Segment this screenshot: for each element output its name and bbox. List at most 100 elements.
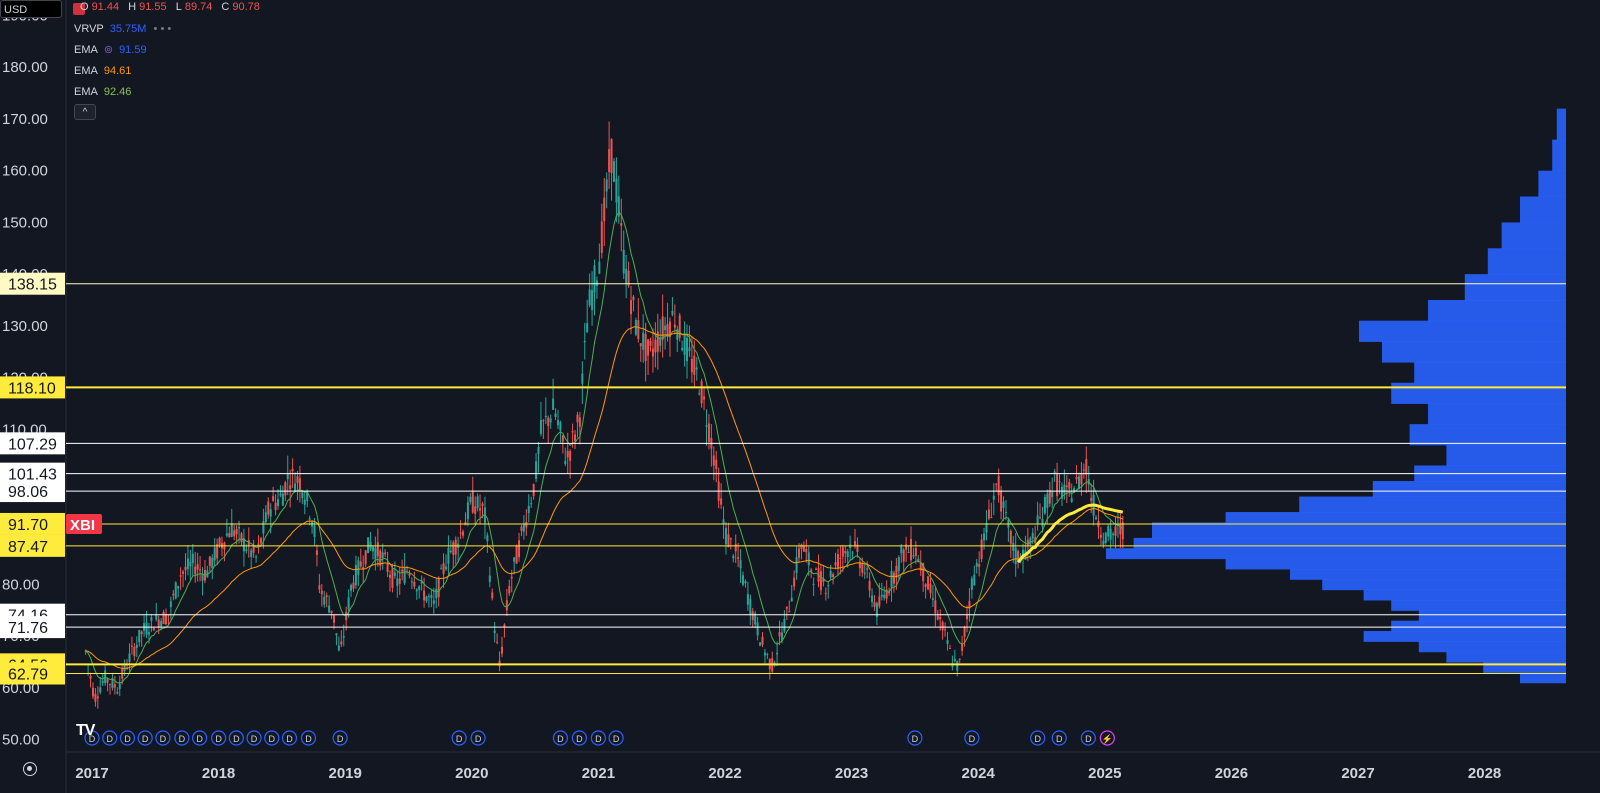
candle-body <box>150 617 153 621</box>
candle-body <box>474 506 477 514</box>
dividend-marker-icon[interactable] <box>1051 730 1067 746</box>
candle-body <box>1099 534 1102 538</box>
x-tick-label: 2024 <box>962 765 996 782</box>
candle-body <box>94 693 97 702</box>
x-tick-label: 2017 <box>75 765 108 782</box>
dividend-marker-label: D <box>124 734 131 744</box>
candle-body <box>953 658 956 661</box>
legend-ema-3[interactable]: EMA 92.46 <box>74 86 132 98</box>
dividend-marker-icon[interactable] <box>211 730 227 746</box>
dividend-marker-icon[interactable] <box>155 730 171 746</box>
candle-body <box>1119 524 1122 535</box>
dividend-marker-icon[interactable] <box>137 730 153 746</box>
dividend-marker-icon[interactable] <box>228 730 244 746</box>
candle-body <box>651 348 654 357</box>
candle-body <box>552 398 555 410</box>
candle-body <box>466 502 469 520</box>
candle-body <box>135 644 138 648</box>
dividend-marker-icon[interactable] <box>174 730 190 746</box>
candle-body <box>819 571 822 591</box>
candle-body <box>233 530 236 537</box>
candle-body <box>941 621 944 631</box>
dividend-marker-icon[interactable] <box>451 730 467 746</box>
dividend-marker-icon[interactable] <box>119 730 136 746</box>
candle-body <box>1036 515 1039 524</box>
volume-profile-bar <box>1133 537 1566 549</box>
legend-vrvp[interactable]: VRVP 35.75M • • • <box>74 23 172 35</box>
candle-body <box>566 450 569 458</box>
candle-body <box>603 197 606 222</box>
dividend-marker-icon[interactable] <box>590 730 607 746</box>
candle-body <box>1053 471 1056 474</box>
candle-body <box>695 367 698 370</box>
candle-body <box>335 633 338 636</box>
candle-body <box>897 557 900 572</box>
dividend-marker-icon[interactable] <box>264 730 280 746</box>
candle-body <box>250 550 253 557</box>
candle-body <box>525 522 528 528</box>
candle-body <box>605 179 608 192</box>
candle-body <box>364 550 367 565</box>
dividend-marker-icon[interactable] <box>964 730 980 746</box>
legend-ema-2[interactable]: EMA 94.61 <box>74 65 132 77</box>
candle-body <box>866 568 869 570</box>
dividend-marker-icon[interactable] <box>332 730 348 746</box>
candle-body <box>245 549 248 552</box>
y-tick-label: 160.00 <box>2 163 48 180</box>
candle-body <box>410 581 413 583</box>
dividend-marker-icon[interactable] <box>300 730 317 746</box>
candle-body <box>944 629 947 631</box>
candle-body <box>357 560 360 576</box>
candle-body <box>398 578 401 584</box>
candle-body <box>800 544 803 549</box>
candle-body <box>690 358 693 373</box>
dividend-marker-icon[interactable] <box>102 730 118 746</box>
candle-body <box>649 340 652 346</box>
dividend-marker-icon[interactable] <box>84 730 100 746</box>
more-icon[interactable]: • • • <box>153 23 172 35</box>
candle-body <box>936 615 939 620</box>
dividend-marker-label: D <box>196 734 203 744</box>
settings-icon[interactable] <box>23 762 37 776</box>
candle-body <box>218 537 221 546</box>
dividend-marker-label: D <box>1085 734 1092 744</box>
dividend-marker-icon[interactable] <box>1080 730 1096 746</box>
dividend-marker-icon[interactable] <box>1030 730 1046 746</box>
dividend-marker-icon[interactable] <box>192 730 208 746</box>
y-tick-label: 80.00 <box>2 576 40 593</box>
candle-body <box>1077 476 1080 490</box>
lightning-marker-icon[interactable] <box>1099 730 1115 746</box>
dividend-marker-label: D <box>456 734 463 744</box>
candle-body <box>505 600 508 611</box>
candle-body <box>834 562 837 566</box>
candle-body <box>951 665 954 667</box>
dividend-marker-icon[interactable] <box>571 730 588 746</box>
candle-body <box>1004 512 1007 514</box>
dividend-marker-icon[interactable] <box>470 730 486 746</box>
menu-icon[interactable] <box>73 3 85 15</box>
candle-body <box>486 535 489 541</box>
dividend-marker-icon[interactable] <box>246 730 262 746</box>
volume-profile-bar <box>1428 300 1566 322</box>
collapse-legend-button[interactable]: ^ <box>74 104 96 120</box>
candle-body <box>340 641 343 645</box>
candle-body <box>347 597 350 610</box>
candle-body <box>155 614 158 620</box>
dividend-marker-icon[interactable] <box>608 730 624 746</box>
candle-body <box>910 539 913 561</box>
symbol-label[interactable]: USD <box>0 0 62 18</box>
x-tick-label: 2023 <box>835 765 868 782</box>
volume-profile-bar <box>1322 579 1566 591</box>
candle-body <box>350 584 353 591</box>
candle-body <box>481 503 484 506</box>
candle-body <box>625 268 628 285</box>
candle-body <box>255 556 258 558</box>
dividend-marker-icon[interactable] <box>281 730 298 746</box>
legend-ema-1[interactable]: EMA ⊚ 91.59 <box>74 44 147 56</box>
dividend-marker-icon[interactable] <box>907 730 923 746</box>
candle-body <box>169 601 172 607</box>
candle-body <box>734 544 737 552</box>
dividend-marker-icon[interactable] <box>552 730 569 746</box>
candle-body <box>1041 518 1044 527</box>
